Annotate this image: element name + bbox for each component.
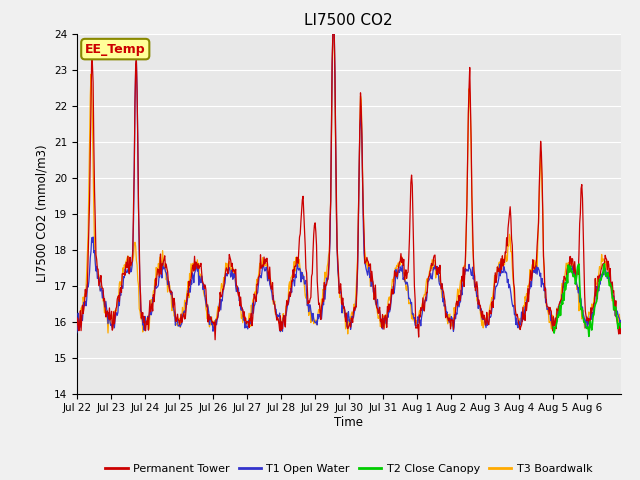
Text: EE_Temp: EE_Temp bbox=[85, 43, 145, 56]
Y-axis label: LI7500 CO2 (mmol/m3): LI7500 CO2 (mmol/m3) bbox=[35, 145, 48, 282]
Title: LI7500 CO2: LI7500 CO2 bbox=[305, 13, 393, 28]
Legend: Permanent Tower, T1 Open Water, T2 Close Canopy, T3 Boardwalk: Permanent Tower, T1 Open Water, T2 Close… bbox=[101, 459, 596, 478]
X-axis label: Time: Time bbox=[334, 416, 364, 429]
